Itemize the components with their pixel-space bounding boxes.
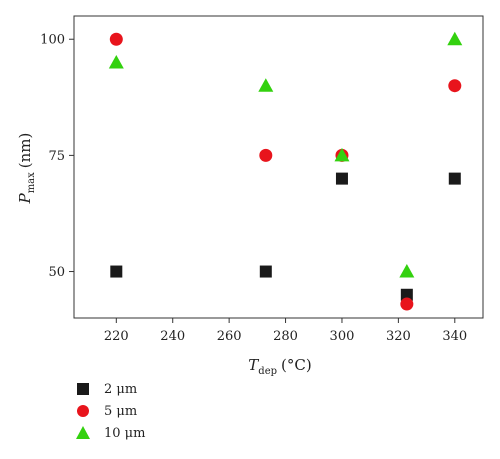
y-axis-label: Pmax (nm) bbox=[16, 133, 37, 205]
x-tick-label: 300 bbox=[330, 329, 355, 344]
points-group bbox=[108, 31, 463, 311]
ticks-group: 220 240 260 280 300 320 340 50 75 100 bbox=[40, 33, 467, 344]
legend-label: 10 μm bbox=[104, 425, 146, 441]
x-axis-label-unit: (°C) bbox=[281, 356, 312, 374]
square-data-point bbox=[335, 172, 348, 185]
triangle-data-point bbox=[108, 54, 124, 69]
x-tick-label: 260 bbox=[217, 329, 242, 344]
x-tick-label: 340 bbox=[442, 329, 467, 344]
y-axis-label-sub: max bbox=[26, 172, 37, 193]
square-marker-icon bbox=[77, 383, 89, 395]
legend-item: 10 μm bbox=[74, 422, 145, 444]
plot-frame-group bbox=[73, 15, 484, 319]
square-data-point bbox=[448, 172, 461, 185]
triangle-data-point bbox=[447, 31, 463, 46]
triangle-data-point bbox=[258, 78, 274, 92]
circle-data-point bbox=[259, 148, 273, 162]
y-axis-label-unit: (nm) bbox=[16, 133, 34, 169]
legend-item: 2 μm bbox=[74, 378, 145, 400]
x-axis-label: Tdep (°C) bbox=[248, 356, 311, 377]
legend-label: 2 μm bbox=[104, 381, 138, 397]
circle-data-point bbox=[448, 79, 462, 93]
y-tick-label: 50 bbox=[48, 265, 65, 280]
circle-marker-icon bbox=[77, 405, 89, 417]
circle-data-point bbox=[109, 32, 123, 46]
x-axis-label-main: T bbox=[248, 356, 259, 374]
y-tick-label: 100 bbox=[40, 33, 65, 48]
legend-item: 5 μm bbox=[74, 400, 145, 422]
plot-frame bbox=[73, 15, 484, 319]
triangle-marker-icon bbox=[76, 426, 90, 439]
x-tick-label: 320 bbox=[386, 329, 411, 344]
legend-label: 5 μm bbox=[104, 403, 138, 419]
x-axis-label-sub: dep bbox=[258, 366, 277, 377]
x-tick-label: 240 bbox=[160, 329, 185, 344]
y-axis-label-main: P bbox=[16, 192, 34, 204]
legend: 2 μm 5 μm 10 μm bbox=[74, 378, 145, 444]
triangle-data-point bbox=[334, 147, 350, 162]
square-data-point bbox=[110, 265, 123, 278]
circle-data-point bbox=[400, 297, 414, 311]
square-data-point bbox=[259, 265, 272, 278]
y-tick-label: 75 bbox=[48, 149, 65, 164]
x-tick-label: 280 bbox=[273, 329, 298, 344]
triangle-data-point bbox=[399, 264, 415, 278]
square-data-point bbox=[400, 288, 413, 301]
x-tick-label: 220 bbox=[104, 329, 129, 344]
